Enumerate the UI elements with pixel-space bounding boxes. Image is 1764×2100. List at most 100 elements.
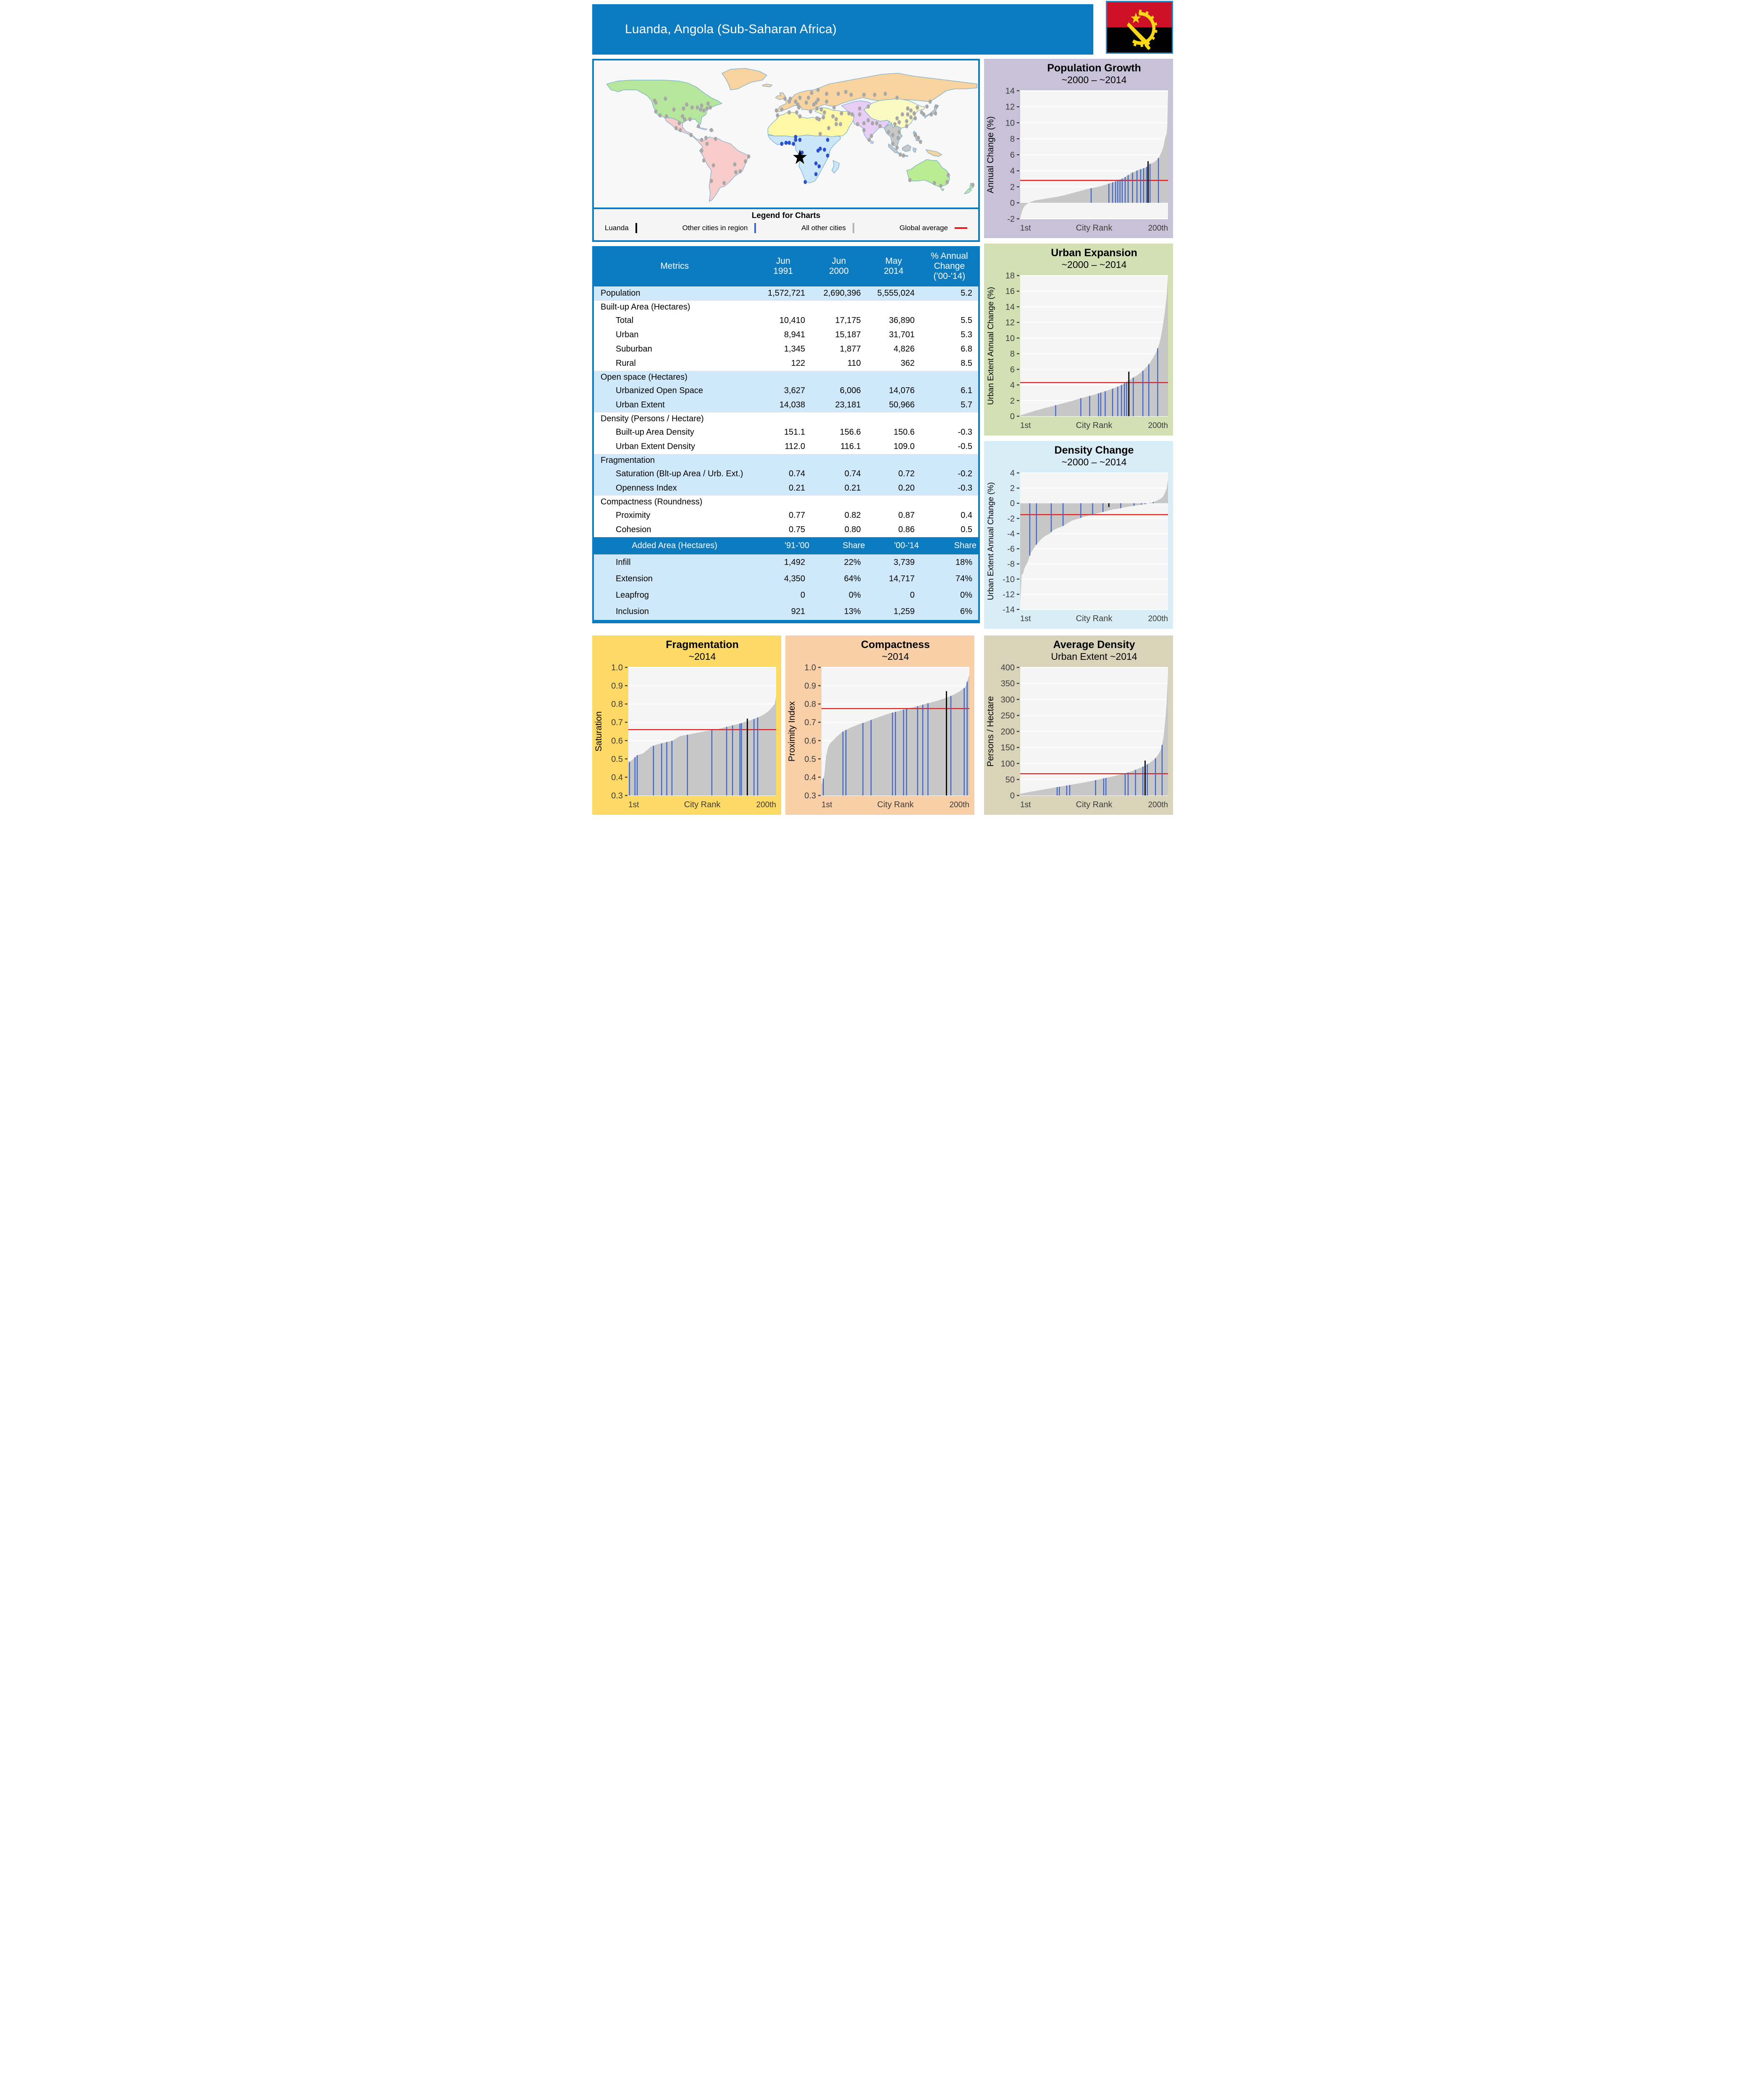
metric-value: 31,701 xyxy=(889,330,915,340)
metric-value: 14,717 xyxy=(866,570,921,587)
city-dot xyxy=(780,107,784,112)
y-tick-label: 400 xyxy=(1001,663,1015,672)
legend-item-3: Global average xyxy=(900,224,967,232)
y-tick-label: 0.9 xyxy=(804,682,816,691)
city-dot xyxy=(688,117,692,122)
city-dot xyxy=(819,107,823,112)
metric-value: 0.86 xyxy=(898,525,915,535)
metric-value: -0.2 xyxy=(920,467,978,481)
city-dot xyxy=(902,153,906,158)
city-dot xyxy=(906,106,910,111)
metric-value: -0.5 xyxy=(958,442,972,452)
metric-value: 0.87 xyxy=(898,511,915,520)
all-cities-distribution xyxy=(1020,480,1168,602)
city-dot xyxy=(702,108,706,113)
x-axis-label: City Rank xyxy=(877,800,914,809)
y-tick-label: 12 xyxy=(1005,318,1015,328)
metric-value: 0% xyxy=(811,587,867,604)
city-dot xyxy=(809,109,812,114)
chart-title: Compactness xyxy=(861,639,930,651)
y-tick-label: 2 xyxy=(1010,396,1015,406)
y-tick-label: 250 xyxy=(1001,711,1015,720)
metric-value: 18% xyxy=(920,554,978,571)
city-dot xyxy=(815,106,819,111)
city-dot xyxy=(798,114,802,119)
city-dot xyxy=(696,105,699,110)
city-dot xyxy=(798,95,802,100)
x-label-last: 200th xyxy=(1148,224,1168,233)
city-dot xyxy=(900,112,904,117)
city-dot xyxy=(677,121,681,126)
y-tick-label: 50 xyxy=(1005,775,1015,785)
city-dot xyxy=(906,112,910,117)
chart-compactness: Compactness ~2014 Proximity Index 0.3 0.4 0.5… xyxy=(785,635,974,815)
city-dot xyxy=(709,178,713,184)
y-tick-label: 0.7 xyxy=(611,718,623,727)
city-dot xyxy=(699,107,703,112)
metric-value: 17,175 xyxy=(835,316,861,326)
all-cities-distribution xyxy=(1020,276,1168,416)
city-dot xyxy=(832,105,836,110)
city-dot xyxy=(908,178,912,182)
table-row: Built-up Area Density 151.1 156.6 150.6 -0.3 xyxy=(594,425,978,440)
city-dot xyxy=(912,111,916,116)
header-bar: Luanda, Angola (Sub-Saharan Africa) xyxy=(592,4,1093,55)
table-row: Infill 1,492 22% 3,739 18% xyxy=(594,554,978,571)
y-tick-label: 6 xyxy=(1010,365,1015,374)
chart-density-change: Density Change ~2000 – ~2014 Urban Extent … xyxy=(984,441,1173,629)
x-axis-label: City Rank xyxy=(1076,800,1113,809)
table-row: Suburban 1,345 1,877 4,826 6.8 xyxy=(594,342,978,357)
y-tick-label: 14 xyxy=(1005,87,1015,96)
x-label-last: 200th xyxy=(756,801,776,809)
city-dot xyxy=(839,122,843,126)
table-row: Cohesion 0.75 0.80 0.86 0.5 xyxy=(594,523,978,537)
table-row: Fragmentation xyxy=(594,454,978,467)
y-tick-label: 0.9 xyxy=(611,682,623,691)
y-tick-label: 0 xyxy=(1010,499,1015,508)
metrics-col-header-2: Jun 2000 xyxy=(811,246,867,286)
city-dot xyxy=(683,117,686,122)
city-dot xyxy=(788,110,791,115)
legend-swatch-line xyxy=(954,227,967,229)
y-tick-label: 10 xyxy=(1005,334,1015,343)
metric-label: Infill xyxy=(594,554,756,571)
flag-star-icon xyxy=(1131,12,1141,23)
city-dot xyxy=(733,162,737,167)
metric-value: 112.0 xyxy=(785,442,805,452)
metric-value: 116.1 xyxy=(840,442,861,452)
section-label: Density (Persons / Hectare) xyxy=(601,414,704,423)
region-city-dot xyxy=(800,150,804,155)
metric-value: 10,410 xyxy=(779,316,805,326)
region-oceania xyxy=(940,189,945,191)
city-dot xyxy=(690,105,694,110)
y-tick-label: 4 xyxy=(1010,167,1015,176)
table-row: Urban Extent 14,038 23,181 50,966 5.7 xyxy=(594,398,978,412)
metric-label: Suburban xyxy=(616,344,652,354)
metric-value: 23,181 xyxy=(811,398,867,412)
chart-title: Average Density xyxy=(1053,639,1135,651)
city-dot xyxy=(797,105,801,110)
x-axis-label: City Rank xyxy=(1076,614,1113,623)
y-tick-label: 12 xyxy=(1005,102,1015,112)
city-dot xyxy=(678,128,682,132)
luanda-star xyxy=(793,149,807,164)
metric-label: Urban Extent xyxy=(594,398,756,412)
city-dot xyxy=(743,159,747,164)
x-axis-label: City Rank xyxy=(1076,223,1113,233)
region-city-dot xyxy=(784,141,788,145)
region-city-dot xyxy=(814,172,818,176)
city-dot xyxy=(916,136,920,140)
metric-value: 13% xyxy=(811,603,867,620)
chart-subtitle: ~2014 xyxy=(882,651,909,662)
city-dot xyxy=(844,89,848,94)
city-dot xyxy=(810,90,814,95)
region-latin-america xyxy=(664,117,749,202)
legend-item-1: Other cities in region xyxy=(682,223,756,233)
added-area-col-header-2: Share xyxy=(811,537,867,554)
y-tick-label: 150 xyxy=(1001,743,1015,753)
section-label: Built-up Area (Hectares) xyxy=(601,302,690,312)
chart-title: Urban Expansion xyxy=(1051,247,1137,259)
metrics-col-header-0: Metrics xyxy=(594,246,756,286)
metric-value: 1,572,721 xyxy=(755,286,811,301)
world-map-graphic xyxy=(594,60,978,207)
